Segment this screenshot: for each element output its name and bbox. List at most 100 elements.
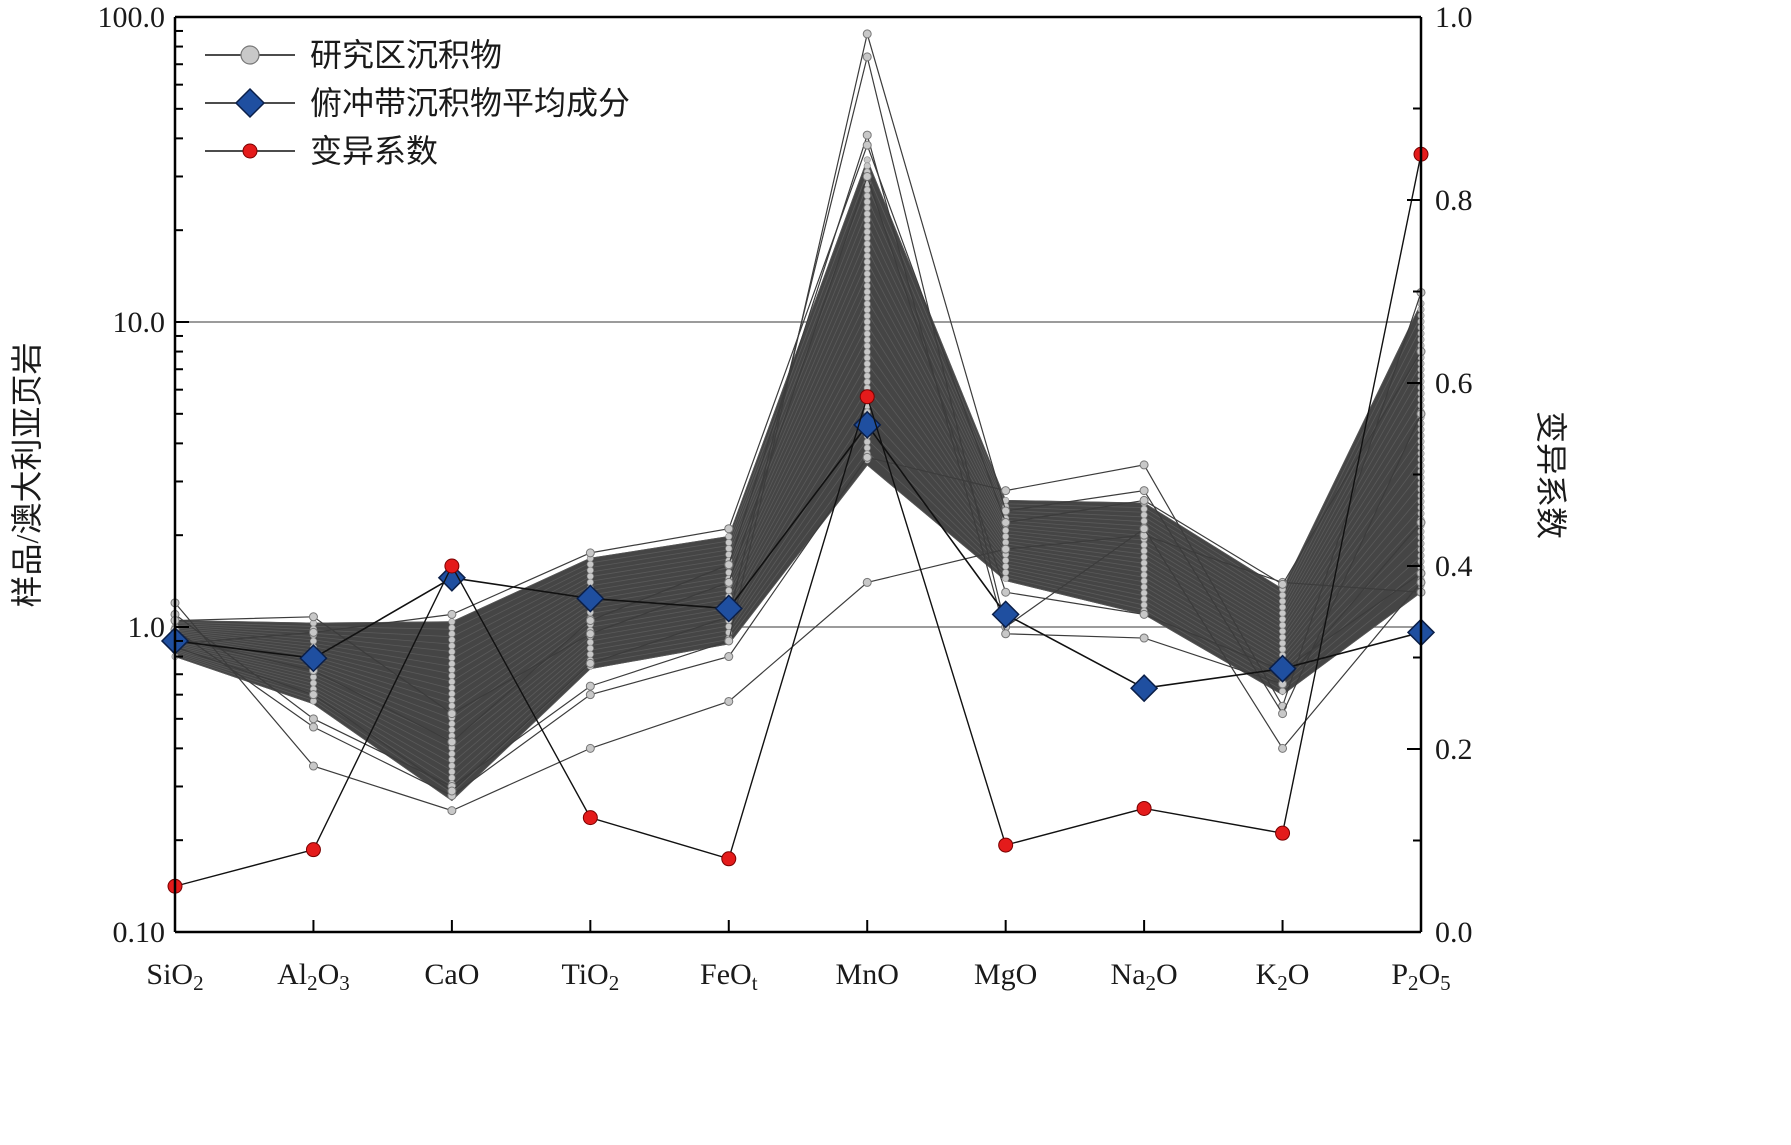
sample-point <box>863 222 871 230</box>
sample-point <box>1278 743 1288 753</box>
average-point <box>299 644 328 673</box>
sample-line <box>174 337 1422 727</box>
sample-point <box>1140 517 1148 525</box>
sample-point <box>1002 532 1010 540</box>
sample-point <box>863 348 871 356</box>
cv-point <box>305 842 321 858</box>
sample-point <box>1140 589 1148 597</box>
x-tick-label: TiO2 <box>561 958 619 995</box>
sample-point <box>1279 633 1287 641</box>
average-point <box>714 594 743 623</box>
sample-point <box>1001 629 1011 639</box>
sample-line <box>174 196 1422 645</box>
x-tick-label: Al2O3 <box>277 958 350 995</box>
x-tick-label: CaO <box>424 958 479 991</box>
subduction-average-series <box>160 410 1436 703</box>
cv-point <box>859 389 875 405</box>
legend-item-samples: 研究区沉积物 <box>205 37 502 73</box>
sample-point <box>448 660 456 668</box>
sample-point <box>1002 562 1010 570</box>
sample-point <box>448 654 456 662</box>
sample-point <box>585 690 595 700</box>
sample-point <box>863 342 871 350</box>
sample-point <box>448 750 456 758</box>
sample-point <box>1140 577 1148 585</box>
sample-point <box>863 300 871 308</box>
sample-point <box>585 629 595 639</box>
sample-point <box>1279 603 1287 611</box>
sample-point <box>863 444 871 452</box>
sample-point <box>1140 559 1148 567</box>
sample-point <box>448 774 456 782</box>
average-point <box>1130 674 1159 703</box>
y-left-tick-label: 10.0 <box>113 306 166 339</box>
sample-point <box>1140 583 1148 591</box>
legend-label-average: 俯冲带沉积物平均成分 <box>310 85 630 121</box>
sample-point <box>863 366 871 374</box>
sample-point <box>586 638 594 646</box>
sample-line <box>174 451 1422 794</box>
sample-point <box>448 696 456 704</box>
sample-point <box>1139 633 1149 643</box>
x-tick-label: K2O <box>1256 958 1310 995</box>
sample-point <box>724 524 734 534</box>
x-tick-label: Na2O <box>1111 958 1178 995</box>
sample-line <box>174 273 1422 690</box>
legend-marker-samples <box>240 45 260 65</box>
sample-line <box>174 400 1422 764</box>
sample-line <box>174 247 1422 675</box>
sample-point <box>863 294 871 302</box>
sample-point <box>862 140 872 150</box>
x-tick-label: MnO <box>836 958 899 991</box>
sample-point <box>448 618 456 626</box>
sample-point <box>586 650 594 658</box>
sample-line <box>174 235 1422 667</box>
sample-line <box>174 426 1422 779</box>
sample-point <box>725 545 733 553</box>
sample-point <box>863 288 871 296</box>
sample-line <box>174 143 1422 645</box>
x-tick-label: FeOt <box>700 958 758 995</box>
sample-line <box>174 184 1422 638</box>
sample-point <box>863 276 871 284</box>
sample-point <box>1279 627 1287 635</box>
sample-point <box>1278 709 1288 719</box>
sample-point <box>585 681 595 691</box>
average-line <box>174 423 1422 690</box>
cv-point <box>998 837 1014 853</box>
sample-line <box>174 324 1422 720</box>
sample-point <box>448 756 456 764</box>
sample-point <box>863 228 871 236</box>
sample-point <box>448 726 456 734</box>
sample-line <box>174 222 1422 660</box>
sample-point <box>448 642 456 650</box>
sample-point <box>725 539 733 547</box>
y-right-tick-label: 0.0 <box>1435 916 1473 949</box>
sample-point <box>1140 601 1148 609</box>
y-left-tick-label: 100.0 <box>98 1 166 34</box>
sample-point <box>863 306 871 314</box>
sample-point <box>447 786 457 796</box>
sample-line <box>174 209 1422 652</box>
sample-point <box>863 204 871 212</box>
x-tick-label: MgO <box>974 958 1037 991</box>
sample-point <box>1139 460 1149 470</box>
sample-point <box>1278 579 1288 589</box>
sample-point <box>448 672 456 680</box>
sample-point <box>1001 518 1011 528</box>
y-right-tick-label: 0.6 <box>1435 367 1473 400</box>
sample-point <box>1279 687 1287 695</box>
sample-point <box>862 29 872 39</box>
y-axis-left-title: 样品/澳大利亚页岩 <box>9 343 45 608</box>
sample-point <box>863 198 871 206</box>
sample-point <box>448 630 456 638</box>
sample-point <box>308 722 318 732</box>
sample-point <box>862 130 872 140</box>
sample-point <box>1002 526 1010 534</box>
cv-point <box>582 810 598 826</box>
sample-point <box>1001 587 1011 597</box>
sample-point <box>863 336 871 344</box>
sample-point <box>447 609 457 619</box>
sample-line <box>174 311 1422 712</box>
legend-label-samples: 研究区沉积物 <box>310 37 502 73</box>
